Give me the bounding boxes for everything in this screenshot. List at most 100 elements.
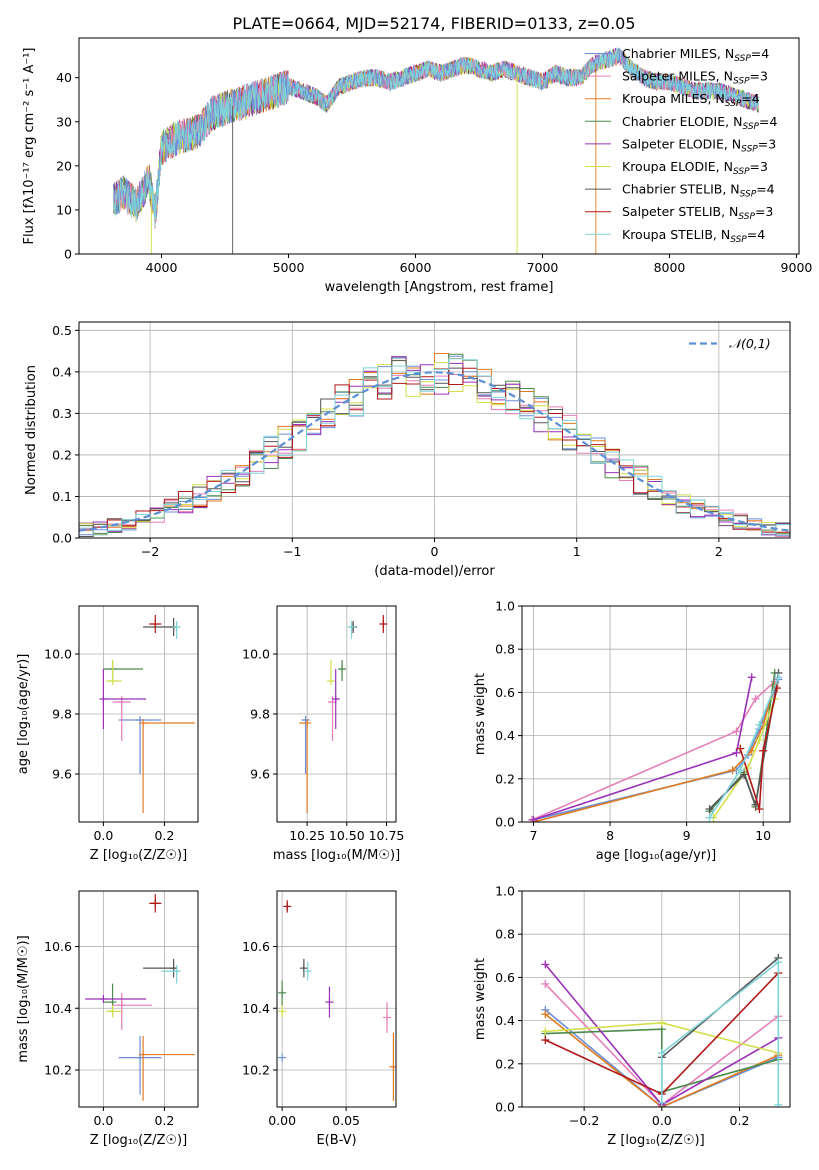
x-tick-label: 5000 [273,260,305,275]
y-tick-label: 0.3 [52,406,72,421]
axes-frame [78,37,800,255]
y-tick-label: 9.8 [250,707,270,722]
legend-entry: 𝒩(0,1) [729,336,771,351]
y-tick-label: 10.6 [44,939,72,954]
x-tick-label: −0.2 [569,1113,599,1128]
legend-entry: Chabrier ELODIE, NSSP=4 [622,114,777,132]
y-axis-label: mass weight [473,673,488,755]
y-tick-label: 0.2 [495,1056,515,1071]
x-tick-label: 0.2 [154,1113,174,1128]
x-axis-label: E(B-V) [316,1133,356,1148]
weight-line-7 [739,687,778,810]
y-tick-label: 10.0 [242,647,270,662]
y-tick-label: 0.5 [52,323,72,338]
y-tick-label: 1.0 [495,884,515,899]
weight-line-0 [544,1009,779,1107]
x-axis-label: mass [log₁₀(M/M☉)] [273,848,400,863]
y-tick-label: 40 [56,70,72,85]
y-tick-label: 0.1 [52,489,72,504]
y-tick-label: 30 [56,114,72,129]
y-tick-label: 0.6 [495,685,515,700]
panel-content [278,900,396,1101]
weight-line-8 [661,960,780,1105]
y-tick-label: 0.2 [495,771,515,786]
weight-line-2 [544,1013,779,1107]
x-tick-label: 6000 [400,260,432,275]
x-tick-label: 10.75 [369,828,405,843]
x-tick-label: 8000 [654,260,686,275]
legend-entry: Kroupa ELODIE, NSSP=3 [622,159,768,177]
panel-mass_vs_ebv: 0.00 0.05 10.2 10.4 10.6 E(B-V) [242,890,397,1148]
y-axis-label: Flux [fλ10⁻¹⁷ erg cm⁻² s⁻¹ A⁻¹] [22,48,37,245]
spectrum-line-5 [112,49,759,223]
axes-frame [276,890,397,1108]
x-tick-label: 10.25 [289,828,325,843]
legend-entry: Kroupa STELIB, NSSP=4 [622,227,765,245]
legend: Chabrier MILES, NSSP=4 Salpeter MILES, NS… [585,46,777,245]
axes-frame [521,605,791,823]
panel-age_vs_Z: 0.0 0.2 9.6 9.8 10.0 Z [log₁₀(Z/Z☉)] age [log₁… [16,605,199,863]
x-axis-label: Z [log₁₀(Z/Z☉)] [90,1133,187,1148]
x-tick-label: 0 [431,544,439,559]
y-tick-label: 0.4 [52,364,72,379]
y-tick-label: 0 [64,247,72,262]
y-tick-label: 10.2 [242,1062,270,1077]
legend-entry: Salpeter MILES, NSSP=3 [622,69,768,87]
x-axis-label: age [log₁₀(age/yr)] [596,848,717,863]
y-tick-label: 10.6 [242,939,270,954]
y-tick-label: 0.0 [495,815,515,830]
y-tick-label: 0.0 [52,531,72,546]
panel-weights_vs_Z: −0.2 0.0 0.2 0.0 0.2 0.4 0.6 0.8 1.0 Z [log₁₀(Z/Z… [473,884,791,1148]
panel-content [299,615,388,813]
legend-entry: Chabrier STELIB, NSSP=4 [622,182,775,200]
x-tick-label: 0.00 [268,1113,296,1128]
y-axis-label: mass weight [473,958,488,1040]
axes-frame [78,890,199,1108]
x-axis-label: wavelength [Angstrom, rest frame] [325,280,554,295]
y-tick-label: 0.4 [495,728,515,743]
panel-mass_vs_Z: 0.0 0.2 10.2 10.4 10.6 Z [log₁₀(Z/Z☉)] mass [l… [16,890,199,1148]
y-axis-label: age [log₁₀(age/yr)] [16,654,31,775]
panel-content [85,894,195,1101]
x-axis-label: Z [log₁₀(Z/Z☉)] [607,1133,704,1148]
panel-content [112,46,759,254]
y-tick-label: 0.8 [495,642,515,657]
x-tick-label: 9000 [781,260,813,275]
x-tick-label: 0.05 [332,1113,360,1128]
histogram-series-8 [79,358,790,538]
legend-entry: Chabrier MILES, NSSP=4 [622,46,769,64]
legend-entry: Salpeter ELODIE, NSSP=3 [622,136,776,154]
legend-entry: Kroupa MILES, NSSP=4 [622,91,760,109]
y-tick-label: 0.0 [495,1100,515,1115]
x-tick-label: 2 [715,544,723,559]
spectrum-line-8 [112,46,759,228]
panel-content [527,668,783,822]
panel-age_vs_mass: 10.25 10.50 10.75 9.6 9.8 10.0 mass [log₁₀(M/M… [242,605,405,863]
x-tick-label: 7 [530,828,538,843]
x-tick-label: 4000 [146,260,178,275]
y-tick-label: 10.2 [44,1062,72,1077]
y-axis-label: Normed distribution [24,365,39,495]
y-tick-label: 9.6 [52,767,72,782]
axes-frame [521,890,791,1108]
histogram-series-4 [79,356,790,538]
y-tick-label: 0.6 [495,970,515,985]
figure-title: PLATE=0664, MJD=52174, FIBERID=0133, z=0… [232,14,635,33]
gaussian-curve [79,371,790,532]
x-tick-label: 10.50 [329,828,365,843]
panel-content [99,615,195,813]
weight-line-8 [708,677,780,819]
y-tick-label: 10.0 [44,647,72,662]
x-tick-label: 0.2 [154,828,174,843]
plots-layer: 4000 5000 6000 7000 8000 9000010203040wavelen… [16,37,813,1148]
x-tick-label: 8 [606,828,614,843]
y-tick-label: 9.6 [250,767,270,782]
x-tick-label: 7000 [527,260,559,275]
x-tick-label: −2 [141,544,159,559]
y-axis-label: mass [log₁₀(M/M☉)] [16,935,31,1062]
y-tick-label: 0.8 [495,927,515,942]
panel-content [79,353,790,538]
x-tick-label: 0.0 [93,828,113,843]
